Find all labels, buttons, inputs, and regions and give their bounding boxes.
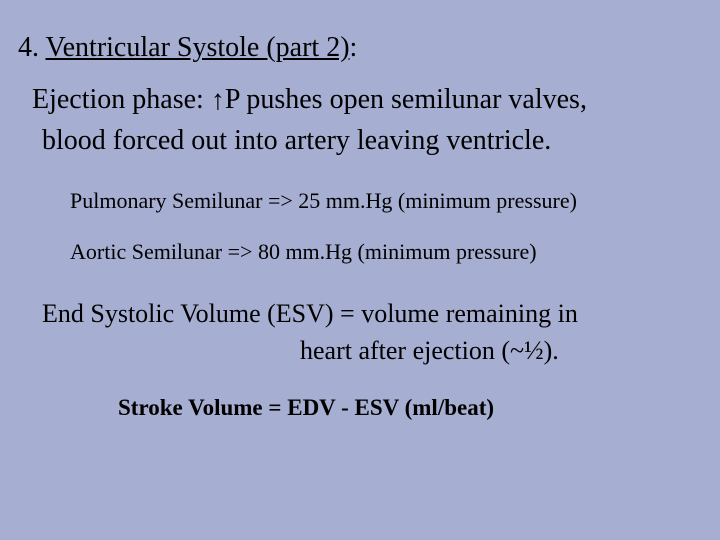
slide-heading: 4. Ventricular Systole (part 2): [18, 30, 702, 65]
aortic-line: Aortic Semilunar => 80 mm.Hg (minimum pr… [70, 238, 702, 267]
para1-line1-b: P pushes open semilunar valves, [225, 84, 587, 115]
pulmonary-line: Pulmonary Semilunar => 25 mm.Hg (minimum… [70, 187, 702, 216]
stroke-volume-formula: Stroke Volume = EDV - ESV (ml/beat) [118, 395, 702, 421]
heading-title: Ventricular Systole (part 2) [46, 32, 350, 63]
esv-paragraph: End Systolic Volume (ESV) = volume remai… [42, 296, 702, 369]
ejection-phase-paragraph: Ejection phase: ↑P pushes open semilunar… [32, 79, 702, 161]
heading-number: 4. [18, 32, 46, 63]
para2-line1: End Systolic Volume (ESV) = volume remai… [42, 299, 578, 328]
slide: 4. Ventricular Systole (part 2): Ejectio… [0, 0, 720, 540]
heading-colon: : [350, 32, 358, 63]
para1-line1-a: Ejection phase: [32, 84, 211, 115]
para2-line2: heart after ejection (~½). [300, 333, 702, 369]
para1-line2: blood forced out into artery leaving ven… [42, 121, 702, 162]
up-arrow-icon: ↑ [211, 80, 225, 121]
